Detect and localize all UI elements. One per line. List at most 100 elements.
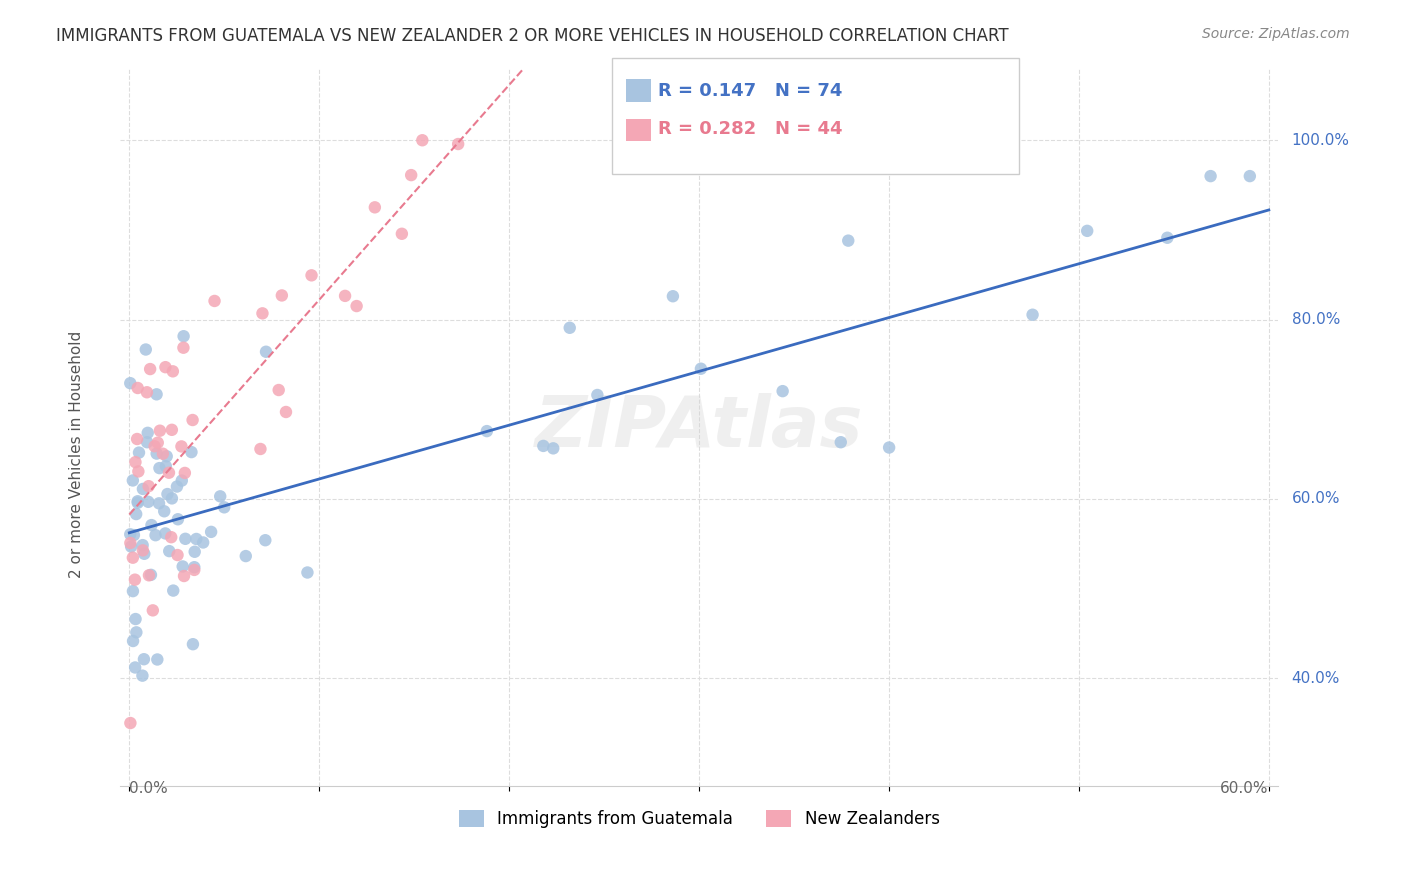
Point [166, 548, 188, 562]
Point [122, 528, 145, 542]
Point [124, 612, 146, 626]
Point [333, 289, 356, 303]
Point [156, 450, 179, 464]
Point [143, 439, 166, 453]
Point [364, 200, 387, 214]
Point [146, 652, 169, 666]
Point [139, 567, 162, 582]
Point [157, 466, 180, 480]
Point [127, 381, 149, 395]
Point [120, 527, 142, 541]
Point [134, 547, 156, 561]
Point [145, 447, 167, 461]
Point [160, 423, 183, 437]
Point [120, 540, 142, 554]
Point [145, 387, 167, 401]
Point [252, 306, 274, 320]
Text: R = 0.282   N = 44: R = 0.282 N = 44 [658, 120, 842, 138]
Point [162, 583, 184, 598]
Point [138, 479, 160, 493]
Text: Source: ZipAtlas.com: Source: ZipAtlas.com [1202, 27, 1350, 41]
Point [121, 550, 143, 565]
Point [170, 474, 193, 488]
Point [155, 459, 177, 474]
Point [173, 329, 195, 343]
Point [124, 455, 146, 469]
Point [411, 133, 433, 147]
Point [391, 227, 413, 241]
Point [128, 445, 150, 459]
Point [166, 479, 188, 493]
Point [160, 530, 183, 544]
Point [142, 603, 165, 617]
Point [120, 376, 142, 391]
Point [146, 435, 169, 450]
Text: 100.0%: 100.0% [1292, 133, 1350, 148]
Point [149, 424, 172, 438]
Point [155, 360, 177, 375]
Point [541, 442, 564, 456]
Point [690, 361, 713, 376]
Text: 0.0%: 0.0% [129, 781, 169, 797]
Text: 40.0%: 40.0% [1292, 671, 1340, 686]
Point [153, 504, 176, 518]
Point [301, 268, 323, 283]
Point [447, 136, 470, 151]
Point [135, 343, 157, 357]
Text: R = 0.147   N = 74: R = 0.147 N = 74 [658, 82, 842, 100]
Point [131, 538, 153, 552]
Point [180, 445, 202, 459]
Point [127, 432, 149, 446]
Point [148, 461, 170, 475]
Point [254, 533, 277, 548]
Text: IMMIGRANTS FROM GUATEMALA VS NEW ZEALANDER 2 OR MORE VEHICLES IN HOUSEHOLD CORRE: IMMIGRANTS FROM GUATEMALA VS NEW ZEALAND… [56, 27, 1010, 45]
Point [183, 560, 205, 574]
Point [249, 442, 271, 456]
Point [346, 299, 368, 313]
Point [152, 447, 174, 461]
Point [586, 388, 609, 402]
Text: 80.0%: 80.0% [1292, 312, 1340, 327]
Point [120, 536, 142, 550]
Point [162, 364, 184, 378]
Point [173, 569, 195, 583]
Point [132, 543, 155, 558]
Point [1199, 169, 1222, 183]
Point [139, 362, 162, 376]
Point [145, 528, 167, 542]
Point [141, 518, 163, 533]
Point [558, 320, 581, 334]
Point [267, 383, 290, 397]
Point [136, 425, 159, 440]
Point [172, 341, 194, 355]
Point [191, 535, 214, 549]
Point [274, 405, 297, 419]
Point [120, 716, 142, 731]
Point [125, 507, 148, 521]
Point [136, 495, 159, 509]
Point [121, 474, 143, 488]
Point [1076, 224, 1098, 238]
Point [209, 489, 232, 503]
Point [124, 660, 146, 674]
Text: 60.0%: 60.0% [1220, 781, 1268, 797]
Legend: Immigrants from Guatemala, New Zealanders: Immigrants from Guatemala, New Zealander… [451, 804, 946, 835]
Point [124, 573, 146, 587]
Point [136, 385, 159, 400]
Point [772, 384, 794, 398]
Point [204, 293, 226, 308]
Point [156, 487, 179, 501]
Point [475, 424, 498, 438]
Point [122, 634, 145, 648]
Point [131, 668, 153, 682]
Point [531, 439, 554, 453]
Point [155, 526, 177, 541]
Point [136, 435, 159, 450]
Point [122, 584, 145, 599]
Point [127, 494, 149, 508]
Point [181, 413, 204, 427]
Point [1239, 169, 1261, 183]
Text: 60.0%: 60.0% [1292, 491, 1340, 507]
Point [125, 625, 148, 640]
Point [200, 524, 222, 539]
